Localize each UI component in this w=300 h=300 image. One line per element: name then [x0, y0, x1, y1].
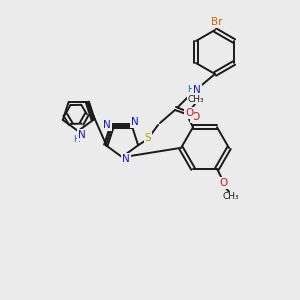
Text: S: S [145, 133, 151, 143]
Text: N: N [103, 120, 111, 130]
Text: N: N [78, 130, 86, 140]
Text: O: O [219, 178, 227, 188]
Text: N: N [131, 117, 139, 127]
Text: H: H [187, 85, 194, 94]
Text: N: N [122, 154, 130, 164]
Text: CH₃: CH₃ [223, 192, 239, 201]
Text: O: O [191, 112, 199, 122]
Text: Br: Br [211, 17, 223, 27]
Text: CH₃: CH₃ [188, 95, 204, 104]
Text: H: H [73, 134, 80, 143]
Text: N: N [193, 85, 201, 95]
Text: O: O [185, 108, 193, 118]
